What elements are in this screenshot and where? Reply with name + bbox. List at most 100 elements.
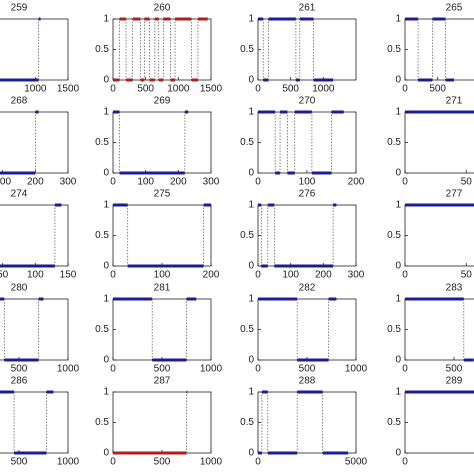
- panel-title: 283: [446, 283, 463, 294]
- y-tick-label: 0.5: [240, 324, 254, 335]
- x-tick-label: 0: [402, 177, 408, 188]
- axes-frame: [0, 111, 69, 174]
- x-tick-label: 1000: [57, 364, 80, 375]
- y-tick-label: 0.5: [387, 324, 401, 335]
- axes-frame: [257, 204, 357, 267]
- x-tick-label: 1000: [57, 457, 80, 468]
- axes-frame: [112, 18, 212, 81]
- x-tick-label: 500: [282, 84, 299, 95]
- axes-frame: [404, 298, 474, 361]
- y-tick-label: 0.5: [95, 230, 109, 241]
- y-tick-label: 0: [103, 448, 109, 459]
- axes-frame: [257, 18, 357, 81]
- panel-title: 260: [154, 3, 171, 14]
- axes-frame: [404, 204, 474, 267]
- y-tick-label: 0.5: [387, 230, 401, 241]
- axes-frame: [112, 391, 212, 454]
- panel-title: 265: [446, 3, 463, 14]
- y-tick-label: 0.5: [240, 230, 254, 241]
- y-tick-label: 0: [395, 448, 401, 459]
- y-tick-label: 0: [103, 75, 109, 86]
- x-tick-label: 50: [0, 270, 9, 281]
- x-tick-label: 200: [203, 270, 220, 281]
- x-tick-label: 50: [461, 270, 473, 281]
- x-tick-label: 0: [255, 270, 261, 281]
- y-tick-label: 0.5: [95, 417, 109, 428]
- x-tick-label: 300: [60, 177, 77, 188]
- x-tick-label: 50: [461, 177, 473, 188]
- x-tick-label: 0: [402, 457, 408, 468]
- x-tick-label: 0: [255, 177, 261, 188]
- axes-frame: [404, 391, 474, 454]
- x-tick-label: 1000: [200, 457, 223, 468]
- y-tick-label: 1: [248, 14, 254, 25]
- x-tick-label: 1000: [167, 84, 190, 95]
- x-tick-label: 100: [299, 177, 316, 188]
- axes-frame: [257, 391, 357, 454]
- x-tick-label: 0: [110, 84, 116, 95]
- x-tick-label: 0: [255, 364, 261, 375]
- x-tick-label: 1500: [57, 84, 80, 95]
- x-tick-label: 0: [402, 84, 408, 95]
- y-tick-label: 0.5: [95, 44, 109, 55]
- x-tick-label: 150: [60, 270, 77, 281]
- x-tick-label: 100: [282, 270, 299, 281]
- panel-title: 286: [11, 376, 28, 387]
- x-tick-label: 100: [27, 270, 44, 281]
- y-tick-label: 1: [248, 107, 254, 118]
- x-tick-label: 200: [27, 177, 44, 188]
- x-tick-label: 100: [0, 177, 11, 188]
- y-tick-label: 1: [395, 200, 401, 211]
- x-tick-label: 500: [137, 84, 154, 95]
- axes-frame: [0, 18, 69, 81]
- y-tick-label: 0.5: [387, 44, 401, 55]
- x-tick-label: 1000: [24, 84, 47, 95]
- y-tick-label: 0.5: [95, 324, 109, 335]
- axes-frame: [257, 298, 357, 361]
- x-tick-label: 500: [11, 364, 28, 375]
- x-tick-label: 0: [110, 270, 116, 281]
- y-tick-label: 0: [248, 261, 254, 272]
- panel-title: 288: [299, 376, 316, 387]
- panel-title: 276: [299, 189, 316, 200]
- y-tick-label: 1: [103, 294, 109, 305]
- x-tick-label: 0: [255, 84, 261, 95]
- x-tick-label: 100: [154, 270, 171, 281]
- y-tick-label: 1: [248, 294, 254, 305]
- panel-title: 261: [299, 3, 316, 14]
- y-tick-label: 0: [248, 448, 254, 459]
- panel-title: 280: [11, 283, 28, 294]
- x-tick-label: 0: [110, 457, 116, 468]
- y-tick-label: 1: [248, 200, 254, 211]
- x-tick-label: 5000: [345, 457, 368, 468]
- x-tick-label: 200: [315, 270, 332, 281]
- x-tick-label: 0: [402, 364, 408, 375]
- axes-frame: [257, 111, 357, 174]
- x-tick-label: 200: [170, 177, 187, 188]
- x-tick-label: 0: [110, 177, 116, 188]
- x-tick-label: 100: [137, 177, 154, 188]
- axes-frame: [404, 18, 474, 81]
- y-tick-label: 1: [103, 107, 109, 118]
- axes-frame: [112, 298, 212, 361]
- y-tick-label: 0.5: [240, 44, 254, 55]
- y-tick-label: 0: [103, 261, 109, 272]
- y-tick-label: 0: [248, 355, 254, 366]
- panel-title: 259: [11, 3, 28, 14]
- y-tick-label: 1: [395, 294, 401, 305]
- axes-frame: [404, 111, 474, 174]
- x-tick-label: 500: [299, 364, 316, 375]
- x-tick-label: 500: [154, 364, 171, 375]
- y-tick-label: 1: [103, 387, 109, 398]
- x-tick-label: 1000: [200, 364, 223, 375]
- y-tick-label: 0: [103, 168, 109, 179]
- y-tick-label: 1: [103, 14, 109, 25]
- y-tick-label: 0.5: [95, 137, 109, 148]
- x-tick-label: 500: [446, 364, 463, 375]
- axes-frame: [0, 391, 69, 454]
- panel-title: 282: [299, 283, 316, 294]
- y-tick-label: 0: [395, 75, 401, 86]
- x-tick-label: 0: [255, 457, 261, 468]
